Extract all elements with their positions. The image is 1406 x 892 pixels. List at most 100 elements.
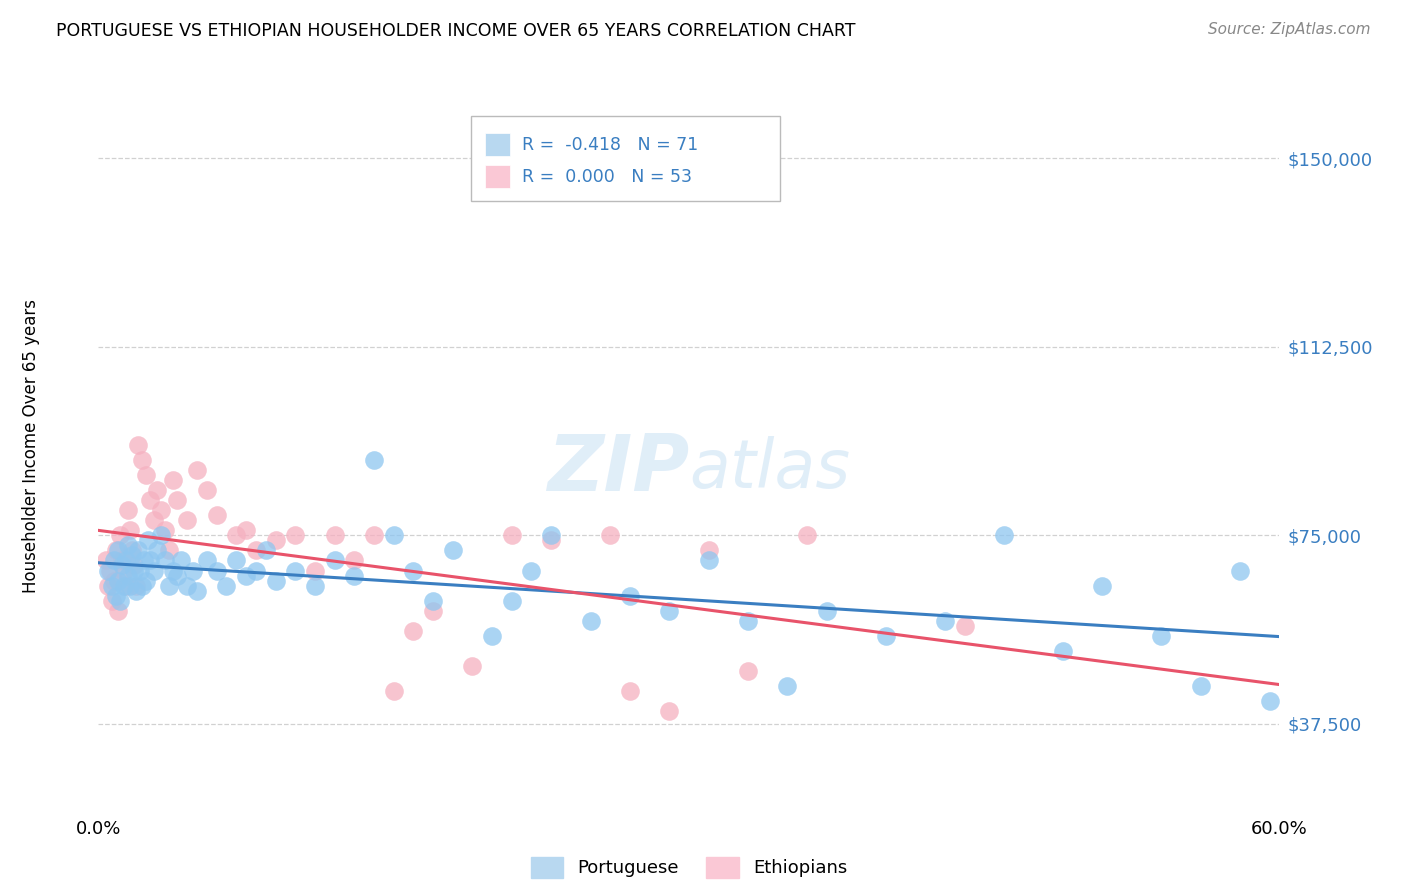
Point [111,553,134,567]
Point [186,583,208,598]
Point [107,574,129,588]
Point [96,553,118,567]
Point [105,589,128,603]
Point [1258,694,1281,708]
Text: atlas: atlas [689,436,851,502]
Text: Householder Income Over 65 years: Householder Income Over 65 years [22,299,39,593]
Point [127,543,149,558]
Point [501,593,523,607]
Point [540,528,562,542]
Point [135,468,157,483]
Point [264,574,287,588]
Point [170,553,193,567]
Point [131,578,153,592]
Point [697,543,720,558]
Point [245,543,267,558]
Legend: Portuguese, Ethiopians: Portuguese, Ethiopians [523,849,855,885]
Point [934,614,956,628]
Point [245,564,267,578]
Point [166,568,188,582]
Point [118,524,141,538]
Point [181,564,204,578]
Point [441,543,464,558]
Point [215,578,238,592]
Point [127,438,149,452]
Point [658,704,681,718]
Point [135,574,157,588]
Point [136,533,159,548]
Point [402,624,425,638]
Point [1052,644,1074,658]
Point [115,553,138,567]
Text: Source: ZipAtlas.com: Source: ZipAtlas.com [1208,22,1371,37]
Point [619,589,641,603]
Point [323,528,346,542]
Point [128,564,150,578]
Point [186,463,208,477]
Point [1229,564,1251,578]
Point [225,553,247,567]
Point [481,629,503,643]
Point [658,604,681,618]
Point [382,528,405,542]
Point [323,553,346,567]
Point [162,564,184,578]
Point [157,543,180,558]
Text: R =  -0.418   N = 71: R = -0.418 N = 71 [522,136,697,153]
Point [343,553,366,567]
Point [132,553,155,567]
Point [1150,629,1173,643]
Point [108,593,131,607]
Point [142,564,165,578]
Point [953,619,976,633]
Point [501,528,523,542]
Text: R =  0.000   N = 53: R = 0.000 N = 53 [522,168,692,186]
Point [264,533,287,548]
Point [776,679,799,693]
Point [697,553,720,567]
Point [225,528,247,542]
Point [205,564,228,578]
Point [105,543,128,558]
Point [107,604,129,618]
Point [195,553,218,567]
Point [138,553,160,567]
Point [150,503,173,517]
Point [125,583,148,598]
Point [176,578,198,592]
Point [176,513,198,527]
Point [363,453,385,467]
Point [599,528,621,542]
Point [304,564,326,578]
Point [118,578,141,592]
Point [166,493,188,508]
Point [461,659,484,673]
Point [98,564,121,578]
Point [117,538,139,552]
Point [540,533,562,548]
Point [363,528,385,542]
Point [117,503,139,517]
Point [579,614,602,628]
Point [97,578,120,592]
Point [146,543,169,558]
Point [737,664,759,678]
Point [115,578,138,592]
Point [121,549,143,563]
Point [284,564,307,578]
Point [111,558,134,573]
Point [150,528,173,542]
Point [254,543,277,558]
Point [107,543,129,558]
Point [422,604,444,618]
Text: PORTUGUESE VS ETHIOPIAN HOUSEHOLDER INCOME OVER 65 YEARS CORRELATION CHART: PORTUGUESE VS ETHIOPIAN HOUSEHOLDER INCO… [56,22,856,40]
Point [117,568,139,582]
Point [138,493,160,508]
Point [993,528,1015,542]
Point [108,528,131,542]
Point [235,568,257,582]
Point [122,558,145,573]
Point [402,564,425,578]
Point [122,564,145,578]
Point [112,578,135,592]
